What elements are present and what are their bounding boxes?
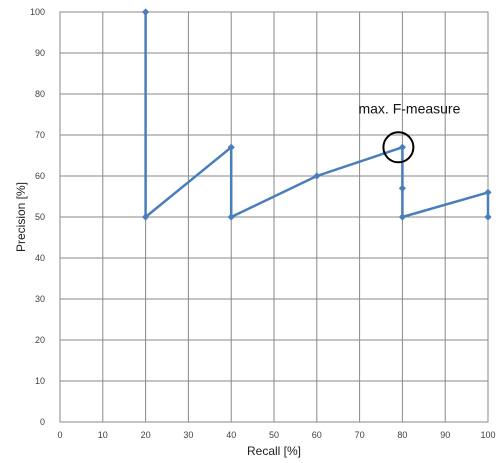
x-tick-label: 60	[312, 430, 322, 440]
y-tick-label: 70	[35, 130, 45, 140]
y-axis-ticks: 0 10 20 30 40 50 60 70 80 90 100	[30, 7, 45, 427]
y-tick-label: 100	[30, 7, 45, 17]
y-tick-label: 80	[35, 89, 45, 99]
x-axis-title: Recall [%]	[247, 444, 301, 458]
data-point-marker	[313, 172, 321, 180]
y-tick-label: 60	[35, 171, 45, 181]
data-point-marker	[398, 213, 406, 221]
x-tick-label: 80	[397, 430, 407, 440]
x-tick-label: 50	[269, 430, 279, 440]
data-point-marker	[398, 143, 406, 151]
data-point-marker	[227, 143, 235, 151]
y-tick-label: 30	[35, 294, 45, 304]
y-tick-label: 50	[35, 212, 45, 222]
y-axis-title: Precision [%]	[14, 182, 28, 252]
data-point-marker	[398, 184, 406, 192]
x-tick-label: 20	[141, 430, 151, 440]
series-line	[144, 12, 490, 219]
annotation-group: max. F-measure	[358, 100, 461, 164]
y-tick-label: 20	[35, 335, 45, 345]
x-tick-label: 100	[480, 430, 495, 440]
x-tick-label: 30	[183, 430, 193, 440]
annotation-circle-marker	[382, 131, 415, 164]
grid	[59, 11, 489, 423]
annotation-label: max. F-measure	[358, 100, 460, 116]
data-point-marker	[227, 213, 235, 221]
series-group	[142, 8, 492, 221]
y-tick-label: 0	[40, 417, 45, 427]
data-point-marker	[142, 213, 150, 221]
data-point-marker	[142, 8, 150, 16]
data-point-marker	[484, 188, 492, 196]
x-tick-label: 10	[98, 430, 108, 440]
x-tick-label: 70	[355, 430, 365, 440]
y-tick-label: 90	[35, 48, 45, 58]
x-tick-label: 0	[57, 430, 62, 440]
y-tick-label: 40	[35, 253, 45, 263]
x-tick-label: 90	[440, 430, 450, 440]
x-tick-label: 40	[226, 430, 236, 440]
y-tick-label: 10	[35, 376, 45, 386]
x-axis-ticks: 0 10 20 30 40 50 60 70 80 90 100	[57, 430, 495, 440]
data-point-marker	[484, 213, 492, 221]
